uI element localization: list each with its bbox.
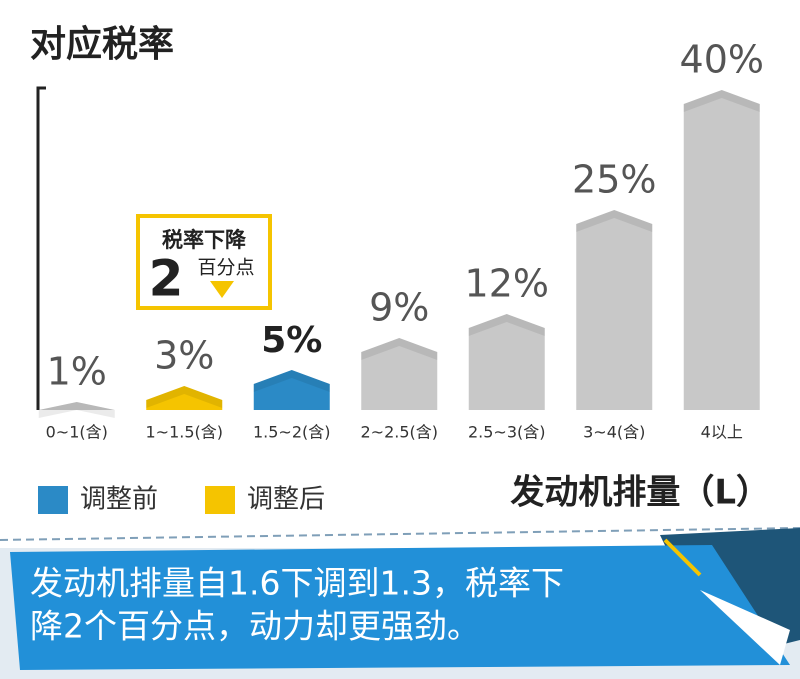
bar <box>361 338 438 410</box>
legend-label: 调整前 <box>80 485 158 515</box>
x-tick-label: 0~1(含) <box>46 423 108 442</box>
value-label: 3% <box>154 334 214 378</box>
legend-label: 调整后 <box>247 485 325 515</box>
bar-roof <box>683 90 760 112</box>
bar-roof <box>576 210 653 232</box>
y-axis <box>36 86 46 410</box>
bar <box>38 402 115 410</box>
legend-swatch <box>38 486 68 514</box>
bar <box>468 314 545 410</box>
caption-line: 发动机排量自1.6下调到1.3，税率下 <box>30 564 564 603</box>
annotation-unit: 百分点 <box>197 257 254 279</box>
x-tick-label: 1.5~2(含) <box>253 423 331 442</box>
x-tick-label: 3~4(含) <box>583 423 645 442</box>
bar-roof <box>361 338 438 360</box>
x-tick-label: 2~2.5(含) <box>360 423 438 442</box>
bar-roof <box>468 314 545 336</box>
banner-arrow <box>700 590 790 665</box>
value-label: 40% <box>680 38 764 82</box>
value-label: 12% <box>465 262 549 306</box>
bar <box>576 210 653 410</box>
value-label: 5% <box>261 320 322 361</box>
annotation-box <box>136 214 272 310</box>
annotation-title: 税率下降 <box>162 228 247 252</box>
annotation-number: 2 <box>149 250 184 308</box>
caption-line: 降2个百分点，动力却更强劲。 <box>30 607 480 646</box>
x-tick-label: 2.5~3(含) <box>468 423 546 442</box>
bar-roof <box>253 370 330 392</box>
chart-title: 对应税率 <box>30 24 174 65</box>
x-axis-label: 发动机排量（L） <box>510 473 770 513</box>
value-label: 25% <box>572 158 656 202</box>
legend-swatch <box>205 486 235 514</box>
value-label: 9% <box>369 286 429 330</box>
banner-blue <box>10 545 790 670</box>
bar <box>253 370 330 410</box>
bar <box>146 386 223 410</box>
x-tick-label: 1~1.5(含) <box>145 423 223 442</box>
dashed-line <box>0 527 800 541</box>
value-label: 1% <box>47 350 107 394</box>
bar-roof <box>38 402 115 418</box>
x-tick-label: 4以上 <box>701 423 743 442</box>
bar-roof <box>146 386 223 408</box>
bar <box>683 90 760 410</box>
banner-accent <box>663 538 702 577</box>
annotation-arrow <box>210 281 234 298</box>
